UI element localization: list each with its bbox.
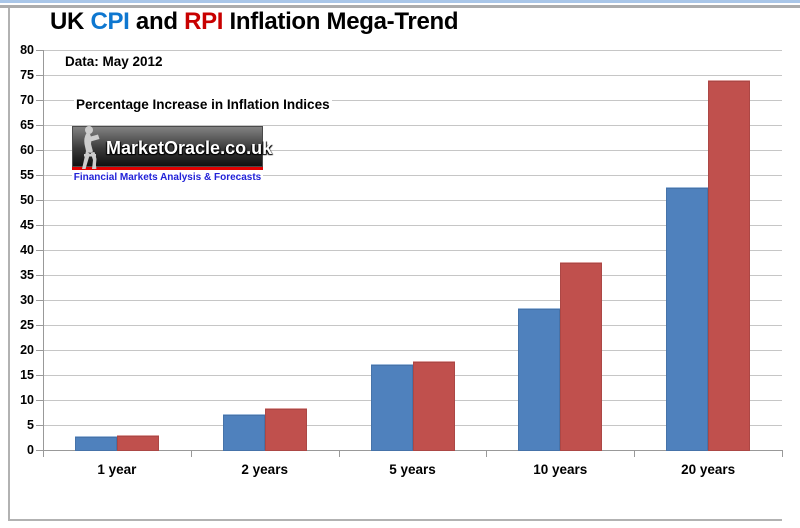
gridline: [43, 300, 782, 301]
x-axis-tick: [43, 450, 44, 457]
y-axis-label: 20: [20, 343, 34, 357]
y-axis-tick: [36, 425, 43, 426]
chart-title-part: UK: [50, 8, 91, 35]
y-axis-label: 45: [20, 218, 34, 232]
y-axis-tick: [36, 450, 43, 451]
chart-border-bottom: [8, 519, 782, 521]
y-axis-tick: [36, 75, 43, 76]
x-axis-tick: [486, 450, 488, 457]
bar-rpi-20-years: [708, 80, 751, 451]
bar-rpi-1-year: [116, 434, 159, 451]
x-axis-tick: [782, 450, 783, 457]
chart-border-left: [8, 8, 10, 521]
seated-reader-icon: [82, 126, 100, 170]
bar-cpi-1-year: [74, 435, 117, 451]
y-axis-tick: [36, 250, 43, 251]
y-axis-label: 35: [20, 268, 34, 282]
y-axis-line: [43, 50, 44, 450]
marketoracle-logo: MarketOracle.co.uk Financial Markets Ana…: [72, 126, 272, 183]
bar-cpi-5-years: [370, 364, 413, 451]
y-axis-label: 60: [20, 143, 34, 157]
plot-subtitle: Percentage Increase in Inflation Indices: [74, 97, 332, 112]
y-axis-label: 40: [20, 243, 34, 257]
x-axis-label: 2 years: [241, 462, 288, 477]
y-axis-tick: [36, 100, 43, 101]
logo-brand-text: MarketOracle.co.uk: [106, 138, 273, 158]
gridline: [43, 350, 782, 351]
y-axis-tick: [36, 375, 43, 376]
y-axis-tick: [36, 225, 43, 226]
y-axis-label: 10: [20, 393, 34, 407]
x-axis-tick: [634, 450, 636, 457]
x-axis-label: 10 years: [533, 462, 588, 477]
y-axis-tick: [36, 150, 43, 151]
gridline: [43, 225, 782, 226]
chart-title-part: and: [129, 8, 185, 35]
x-axis-label: 20 years: [681, 462, 736, 477]
y-axis-tick: [36, 325, 43, 326]
gridline: [43, 125, 782, 126]
bar-rpi-10-years: [560, 261, 603, 451]
y-axis-label: 25: [20, 318, 34, 332]
y-axis-tick: [36, 300, 43, 301]
x-axis-label: 5 years: [389, 462, 436, 477]
y-axis-tick: [36, 350, 43, 351]
y-axis-label: 50: [20, 193, 34, 207]
chart-title-part: CPI: [90, 8, 130, 35]
logo-tagline: Financial Markets Analysis & Forecasts: [72, 170, 263, 183]
y-axis-tick: [36, 400, 43, 401]
y-axis-label: 15: [20, 368, 34, 382]
y-axis-label: 30: [20, 293, 34, 307]
bar-cpi-2-years: [222, 413, 265, 451]
data-date-note: Data: May 2012: [63, 54, 165, 69]
y-axis-label: 70: [20, 93, 34, 107]
gridline: [43, 150, 782, 151]
gridline: [43, 200, 782, 201]
gridline: [43, 275, 782, 276]
y-axis-tick: [36, 50, 43, 51]
bar-cpi-10-years: [518, 307, 561, 451]
chart-title-part: RPI: [184, 8, 224, 35]
bar-cpi-20-years: [666, 187, 709, 451]
top-edge-highlight: [0, 0, 800, 3]
gridline: [43, 100, 782, 101]
x-axis-tick: [190, 450, 192, 457]
gridline: [43, 75, 782, 76]
gridline: [43, 250, 782, 251]
x-axis-label: 1 year: [97, 462, 137, 477]
y-axis-label: 5: [27, 418, 34, 432]
gridline: [43, 175, 782, 176]
gridline: [43, 50, 782, 51]
y-axis-label: 80: [20, 43, 34, 57]
gridline: [43, 325, 782, 326]
y-axis-label: 55: [20, 168, 34, 182]
top-edge-line: [0, 5, 800, 8]
bar-rpi-2-years: [264, 408, 307, 451]
y-axis-tick: [36, 275, 43, 276]
y-axis-tick: [36, 200, 43, 201]
chart-title-part: Inflation Mega-Trend: [223, 8, 459, 35]
bar-rpi-5-years: [412, 361, 455, 451]
y-axis-tick: [36, 175, 43, 176]
chart-title: UK CPI and RPI Inflation Mega-Trend: [50, 8, 459, 36]
x-axis-tick: [338, 450, 340, 457]
logo-red-stripe: [72, 167, 263, 170]
y-axis-label: 65: [20, 118, 34, 132]
y-axis-label: 0: [27, 443, 34, 457]
y-axis-tick: [36, 125, 43, 126]
logo-banner: MarketOracle.co.uk: [72, 126, 272, 170]
y-axis-label: 75: [20, 68, 34, 82]
